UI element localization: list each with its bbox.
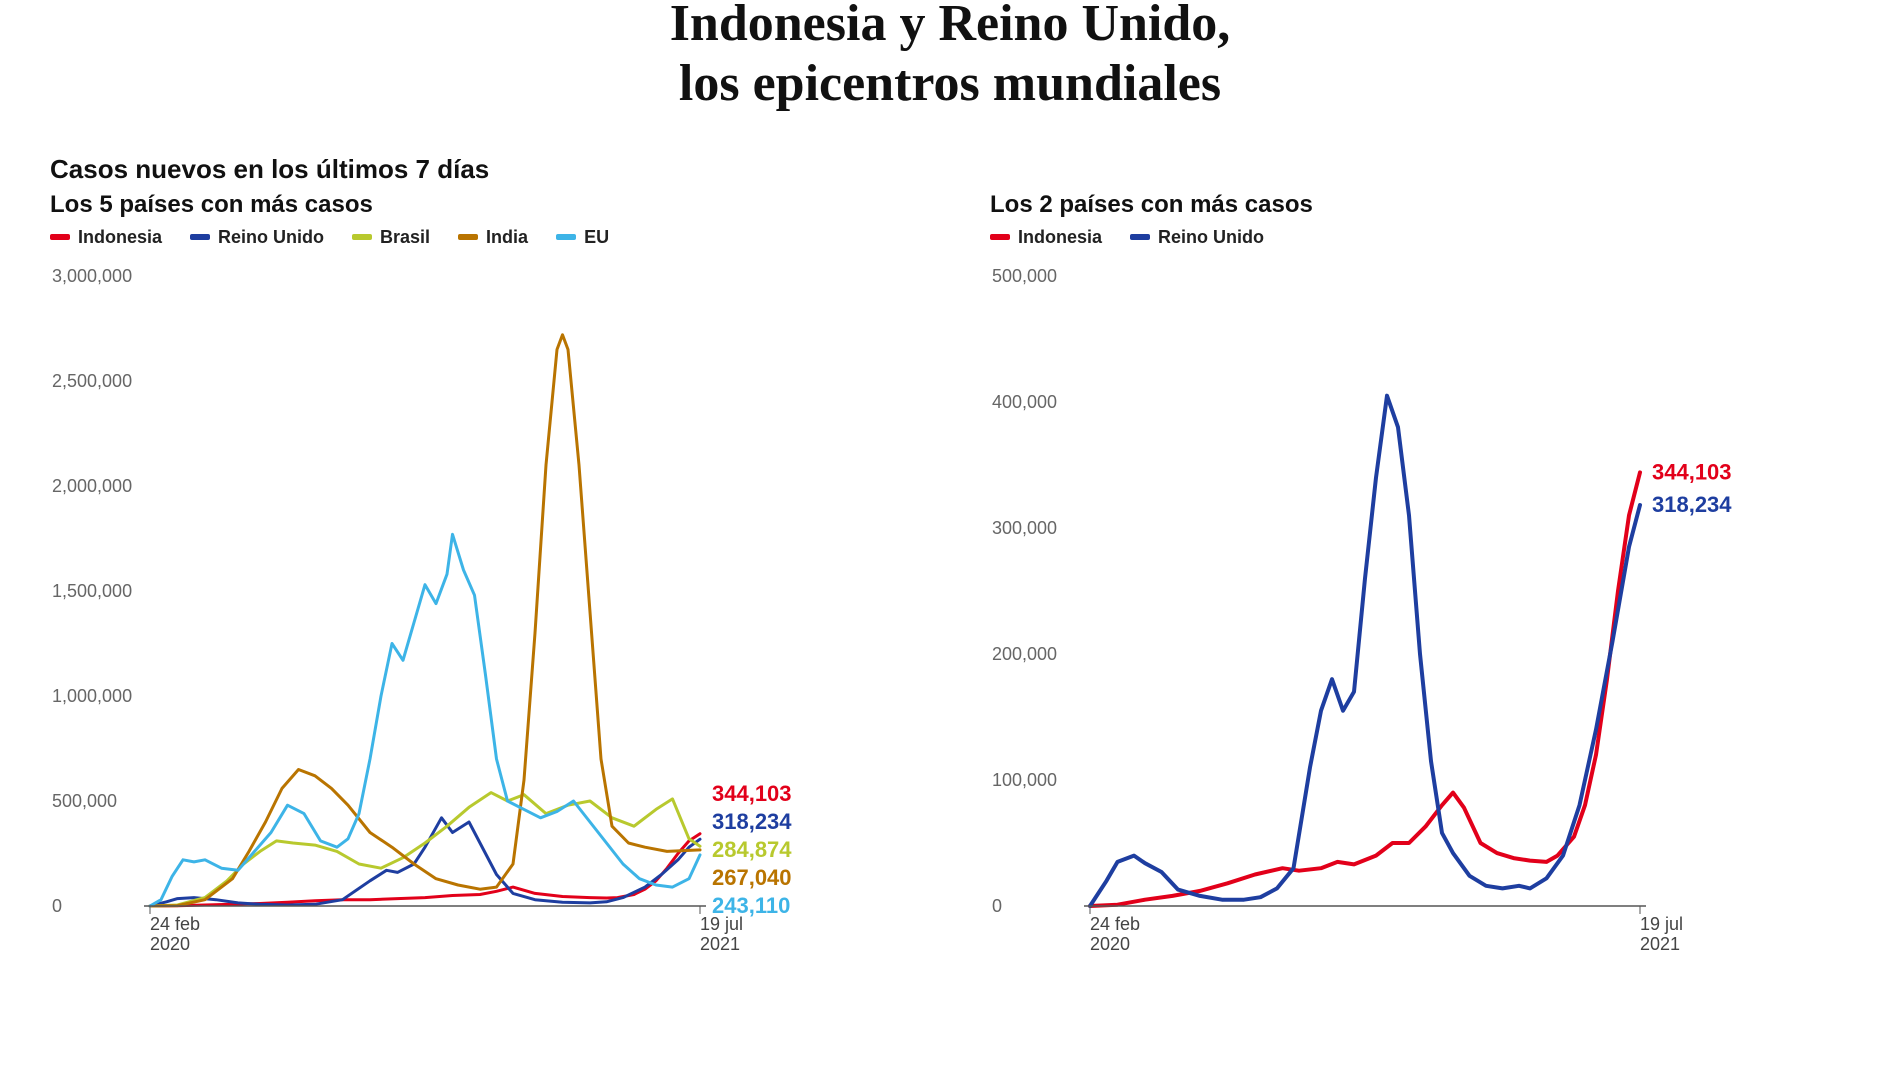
legend-label: EU xyxy=(584,227,609,248)
y-tick-label: 2,500,000 xyxy=(52,371,132,391)
title-line-2: los epicentros mundiales xyxy=(30,54,1870,114)
legend-item: Indonesia xyxy=(50,227,162,248)
series-line xyxy=(1090,472,1640,906)
legend-swatch xyxy=(190,234,210,240)
chart-left: Casos nuevos en los últimos 7 días Los 5… xyxy=(50,154,930,966)
supertitle: Casos nuevos en los últimos 7 días xyxy=(50,154,930,185)
legend-item: India xyxy=(458,227,528,248)
chart-right-legend: Indonesia Reino Unido xyxy=(990,227,1870,248)
legend-item: Indonesia xyxy=(990,227,1102,248)
legend-swatch xyxy=(50,234,70,240)
legend-item: Brasil xyxy=(352,227,430,248)
chart-left-legend: Indonesia Reino Unido Brasil India EU xyxy=(50,227,930,248)
y-tick-label: 0 xyxy=(992,896,1002,916)
series-end-label: 284,874 xyxy=(712,837,792,862)
y-tick-label: 2,000,000 xyxy=(52,476,132,496)
x-tick-label: 2020 xyxy=(150,934,190,954)
title-line-1: Indonesia y Reino Unido, xyxy=(30,0,1870,54)
x-tick-label: 24 feb xyxy=(1090,914,1140,934)
series-line xyxy=(150,534,700,906)
legend-label: Brasil xyxy=(380,227,430,248)
series-end-label: 344,103 xyxy=(1652,459,1732,484)
legend-swatch xyxy=(458,234,478,240)
y-tick-label: 500,000 xyxy=(992,266,1057,286)
legend-swatch xyxy=(1130,234,1150,240)
legend-label: India xyxy=(486,227,528,248)
legend-label: Reino Unido xyxy=(218,227,324,248)
page-title: Indonesia y Reino Unido, los epicentros … xyxy=(30,0,1870,114)
series-line xyxy=(1090,395,1640,905)
y-tick-label: 100,000 xyxy=(992,770,1057,790)
legend-item: Reino Unido xyxy=(190,227,324,248)
y-tick-label: 400,000 xyxy=(992,392,1057,412)
legend-swatch xyxy=(990,234,1010,240)
legend-label: Indonesia xyxy=(78,227,162,248)
y-tick-label: 1,000,000 xyxy=(52,686,132,706)
page-root: Indonesia y Reino Unido, los epicentros … xyxy=(0,0,1900,1062)
legend-label: Indonesia xyxy=(1018,227,1102,248)
chart-left-subtitle: Los 5 países con más casos xyxy=(50,191,930,219)
legend-swatch xyxy=(352,234,372,240)
legend-item: Reino Unido xyxy=(1130,227,1264,248)
x-tick-label: 2020 xyxy=(1090,934,1130,954)
series-end-label: 344,103 xyxy=(712,781,792,806)
legend-item: EU xyxy=(556,227,609,248)
chart-right-svg: 0 100,000 200,000 300,000 400,000 500,000 24 f… xyxy=(990,266,1780,966)
x-tick-label: 2021 xyxy=(1640,934,1680,954)
y-tick-label: 300,000 xyxy=(992,518,1057,538)
chart-right-subtitle: Los 2 países con más casos xyxy=(990,191,1870,219)
x-tick-label: 2021 xyxy=(700,934,740,954)
y-tick-label: 500,000 xyxy=(52,791,117,811)
series-end-label: 318,234 xyxy=(712,809,792,834)
y-tick-label: 0 xyxy=(52,896,62,916)
charts-row: Casos nuevos en los últimos 7 días Los 5… xyxy=(30,154,1870,966)
series-end-label: 243,110 xyxy=(712,893,790,918)
series-end-label: 267,040 xyxy=(712,865,792,890)
x-tick-label: 24 feb xyxy=(150,914,200,934)
y-tick-label: 1,500,000 xyxy=(52,581,132,601)
chart-right: . Los 2 países con más casos IndonesiaRe… xyxy=(990,154,1870,966)
y-tick-label: 3,000,000 xyxy=(52,266,132,286)
legend-label: Reino Unido xyxy=(1158,227,1264,248)
x-tick-label: 19 jul xyxy=(1640,914,1683,934)
chart-left-svg: 0 500,000 1,000,000 1,500,000 2,000,000 2,500… xyxy=(50,266,840,966)
chart-right-plot-wrap: 0 100,000 200,000 300,000 400,000 500,000 24 f… xyxy=(990,266,1870,966)
y-tick-label: 200,000 xyxy=(992,644,1057,664)
series-end-label: 318,234 xyxy=(1652,492,1732,517)
chart-left-plot-wrap: 0 500,000 1,000,000 1,500,000 2,000,000 2,500… xyxy=(50,266,930,966)
legend-swatch xyxy=(556,234,576,240)
